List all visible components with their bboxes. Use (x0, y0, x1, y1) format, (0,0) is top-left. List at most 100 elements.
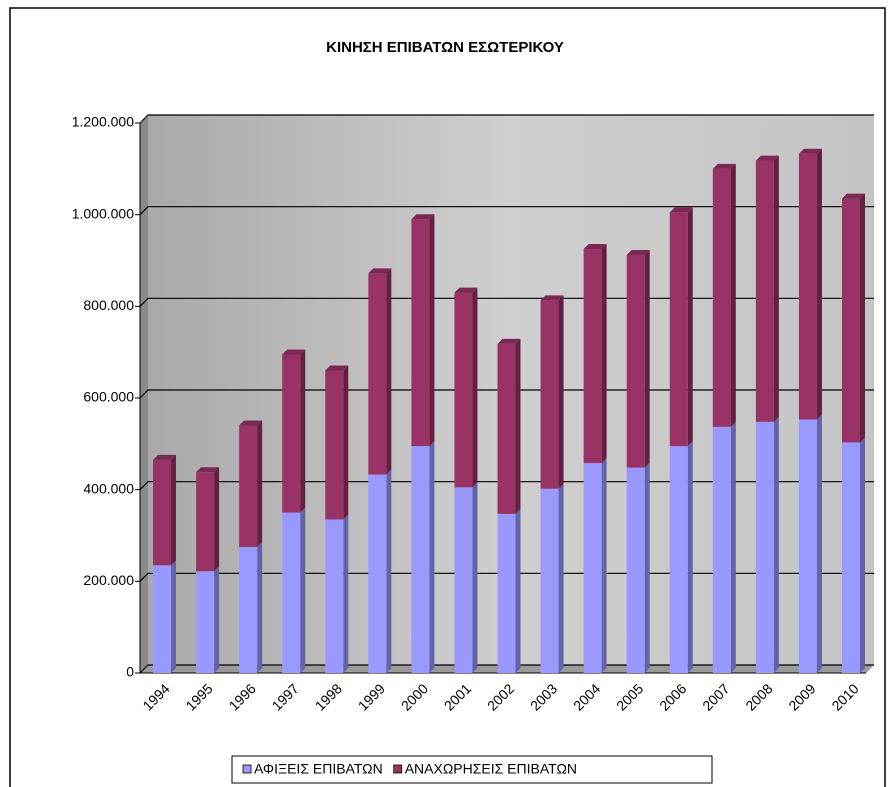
legend-label: ΑΝΑΧΩΡΗΣΕΙΣ ΕΠΙΒΑΤΩΝ (405, 761, 577, 777)
bar-top (626, 250, 650, 255)
bar-side (644, 250, 650, 468)
bar-side (343, 365, 349, 520)
legend-swatch (393, 764, 403, 774)
chart-title: ΚΙΝΗΣΗ ΕΠΙΒΑΤΩΝ ΕΣΩΤΕΡΙΚΟΥ (326, 39, 564, 56)
bar-side (472, 287, 478, 488)
bar-side (816, 414, 822, 673)
bar (669, 212, 688, 447)
bar-top (196, 467, 220, 473)
bar-side (386, 469, 392, 673)
bar-side (687, 207, 693, 447)
bar-side (429, 214, 435, 447)
bar (411, 446, 430, 673)
y-tick-label: 600.000 (83, 389, 134, 405)
bar (626, 467, 645, 673)
bar (239, 546, 258, 673)
bar-side (558, 483, 564, 673)
bar-side (558, 295, 564, 489)
bar-side (644, 462, 650, 673)
bar-side (300, 349, 306, 513)
bar-side (687, 441, 693, 673)
bar-side (171, 454, 177, 566)
y-tick-label: 400.000 (83, 480, 134, 496)
bar-side (601, 244, 607, 464)
bar (196, 571, 215, 673)
y-tick-label: 1.000.000 (72, 205, 134, 221)
bar-top (497, 338, 521, 344)
bar (712, 168, 731, 427)
bar (540, 300, 559, 489)
bar (153, 565, 172, 673)
bar-top (755, 155, 779, 161)
y-tick-label: 200.000 (83, 572, 134, 588)
y-tick-label: 800.000 (83, 297, 134, 313)
bar-side (257, 541, 263, 673)
bar-top (325, 365, 349, 371)
bar (798, 419, 817, 673)
bar (669, 446, 688, 673)
bar (755, 160, 774, 422)
bar (325, 370, 344, 520)
bar-side (515, 508, 521, 673)
bar-top (540, 295, 564, 301)
bar (368, 474, 387, 673)
bar (755, 421, 774, 673)
bar (239, 425, 258, 547)
y-tick-label: 1.200.000 (72, 114, 134, 130)
bar (583, 463, 602, 673)
bar (282, 354, 301, 513)
bar-side (773, 155, 779, 422)
bar (196, 472, 215, 572)
bar (712, 426, 731, 673)
bar (411, 219, 430, 447)
bar-side (601, 458, 607, 673)
bar (540, 488, 559, 673)
bar-side (429, 441, 435, 673)
bar (325, 519, 344, 673)
bar-top (239, 420, 263, 426)
bar-side (386, 268, 392, 475)
bar-side (171, 560, 177, 673)
bar-top (411, 214, 435, 220)
bar-side (515, 338, 521, 514)
bar-top (282, 349, 306, 355)
legend-swatch (242, 764, 252, 774)
bar-top (669, 207, 693, 213)
bar-side (257, 420, 263, 547)
bar (153, 459, 172, 566)
bar-side (343, 514, 349, 673)
grid-line (139, 114, 874, 124)
bar-top (153, 454, 177, 460)
bar-side (859, 193, 865, 443)
y-tick-label: 0 (126, 664, 134, 680)
bar (497, 513, 516, 673)
bar-top (368, 268, 392, 274)
bar-top (712, 163, 736, 169)
bar (282, 512, 301, 673)
bar (368, 273, 387, 475)
bar-side (472, 482, 478, 673)
bar (626, 255, 645, 468)
bar-top (454, 287, 478, 293)
bar (798, 153, 817, 420)
bar-top (798, 148, 822, 154)
bar-side (730, 421, 736, 673)
bar-top (841, 193, 865, 199)
bar (841, 442, 860, 673)
bar (497, 343, 516, 514)
bar (454, 487, 473, 673)
grid-line (139, 206, 874, 216)
legend-label: ΑΦΙΞΕΙΣ ΕΠΙΒΑΤΩΝ (254, 761, 383, 777)
bar (454, 292, 473, 488)
bar (841, 198, 860, 443)
bar (583, 249, 602, 464)
bar-side (214, 566, 220, 673)
bar-side (859, 437, 865, 673)
legend-box (231, 755, 713, 784)
bar-top (583, 244, 607, 250)
bar-side (773, 416, 779, 673)
bar-side (214, 467, 220, 572)
bar-side (816, 148, 822, 420)
bar-side (730, 163, 736, 427)
